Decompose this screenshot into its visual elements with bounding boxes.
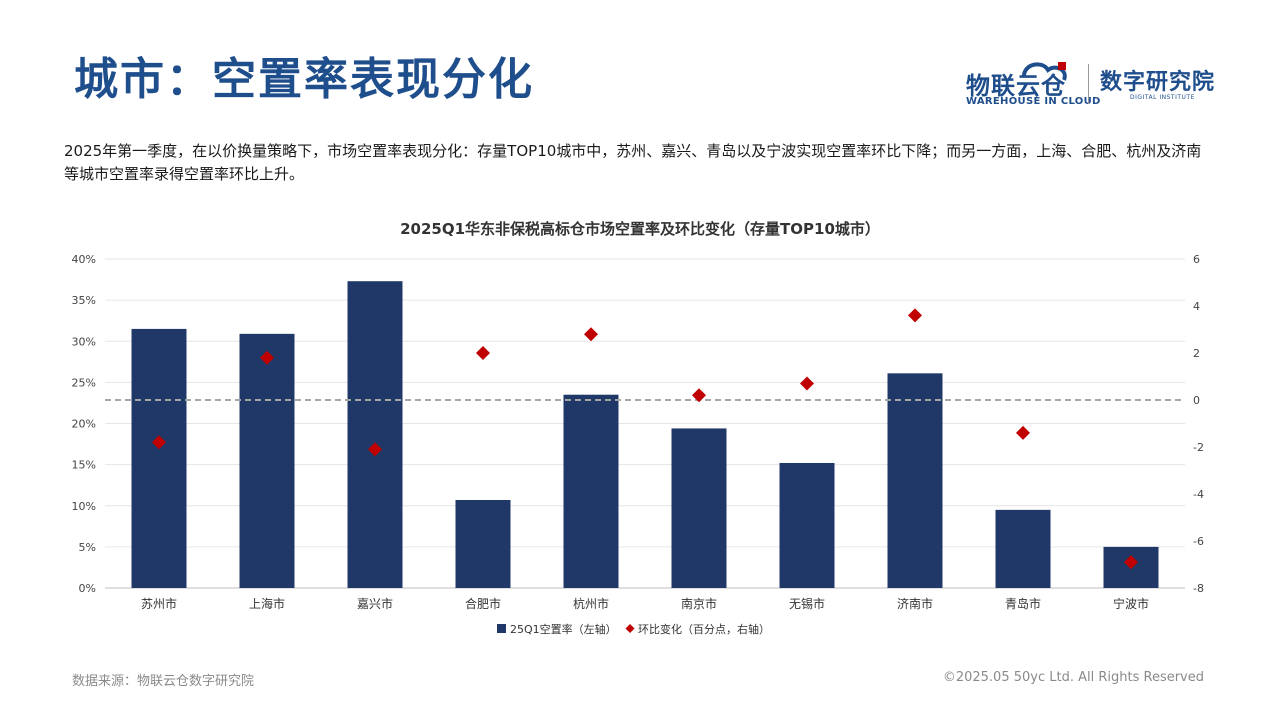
copyright-note: ©2025.05 50yc Ltd. All Rights Reserved xyxy=(942,670,1204,685)
y-left-tick-label: 15% xyxy=(72,459,96,472)
change-marker-4 xyxy=(476,346,490,360)
y-right-tick-label: 2 xyxy=(1193,347,1200,360)
change-marker-1 xyxy=(152,435,166,450)
y-left-tick-label: 0% xyxy=(79,582,96,595)
y-right-tick-label: -8 xyxy=(1193,582,1204,595)
bar-5 xyxy=(563,394,619,588)
data-source-note: 数据来源：物联云仓数字研究院 xyxy=(72,674,255,689)
legend-diamond-swatch xyxy=(625,624,635,633)
x-category-label: 杭州市 xyxy=(573,596,609,611)
y-right-tick-label: -2 xyxy=(1193,441,1204,454)
y-left-tick-label: 25% xyxy=(72,376,96,389)
brand-logos: 物联云仓 WAREHOUSE IN CLOUD 数字研究院 DIGITAL IN… xyxy=(962,50,1224,110)
x-category-label: 青岛市 xyxy=(1005,596,1041,611)
legend-diamond-label: 环比变化（百分点，右轴） xyxy=(638,622,770,636)
y-right-tick-label: -4 xyxy=(1193,488,1204,501)
bar-2 xyxy=(239,333,295,588)
y-left-tick-label: 20% xyxy=(72,418,96,431)
change-marker-9 xyxy=(1016,425,1030,440)
y-left-tick-label: 5% xyxy=(79,541,96,554)
bar-6 xyxy=(671,428,727,588)
y-right-tick-label: 6 xyxy=(1193,253,1200,266)
bar-9 xyxy=(995,509,1051,588)
y-right-tick-label: 0 xyxy=(1193,394,1200,407)
change-marker-2 xyxy=(260,350,274,365)
change-marker-3 xyxy=(368,442,382,457)
legend-bar-swatch xyxy=(497,624,506,633)
bar-3 xyxy=(347,281,403,588)
logo1-subtext: WAREHOUSE IN CLOUD xyxy=(966,96,1101,107)
y-left-tick-label: 40% xyxy=(72,253,96,266)
change-marker-6 xyxy=(692,388,706,403)
cloud-icon xyxy=(1022,62,1067,81)
y-left-tick-label: 10% xyxy=(72,500,96,513)
y-right-tick-label: -6 xyxy=(1193,535,1204,548)
logo2-subtext: DIGITAL INSTITUTE xyxy=(1130,94,1195,101)
digital-institute-logo: 数字研究院 DIGITAL INSTITUTE xyxy=(1100,64,1220,106)
vacancy-rate-chart: 0% 5% 10% 15% 20% 25% 30% 35% 40% -8 -6 -4 -2 0 2 4 6 苏州市… xyxy=(72,253,1204,636)
x-category-label: 无锡市 xyxy=(789,596,825,611)
bar-1 xyxy=(131,328,187,588)
bar-8 xyxy=(887,373,943,588)
y-left-tick-label: 30% xyxy=(72,335,96,348)
x-category-label: 苏州市 xyxy=(141,596,177,611)
change-marker-8 xyxy=(908,308,922,323)
x-category-label: 合肥市 xyxy=(465,596,501,611)
logo1-text: 物联云仓 xyxy=(966,72,1066,100)
x-category-label: 南京市 xyxy=(681,596,717,611)
x-category-label: 宁波市 xyxy=(1113,596,1149,611)
y-right-tick-label: 4 xyxy=(1193,300,1200,313)
warehouse-in-cloud-logo: 物联云仓 WAREHOUSE IN CLOUD xyxy=(962,56,1100,110)
x-category-label: 嘉兴市 xyxy=(357,596,393,611)
x-category-label: 上海市 xyxy=(249,596,285,611)
bar-4 xyxy=(455,499,511,588)
change-marker-7 xyxy=(800,376,814,391)
change-marker-10 xyxy=(1124,555,1138,570)
legend-bar-label: 25Q1空置率（左轴） xyxy=(510,622,617,636)
page-title: 城市：空置率表现分化 xyxy=(74,54,534,105)
logo2-text: 数字研究院 xyxy=(1100,70,1216,95)
logo-divider xyxy=(1088,64,1089,104)
bar-7 xyxy=(779,462,835,588)
y-left-tick-label: 35% xyxy=(72,294,96,307)
chart-title: 2025Q1华东非保税高标仓市场空置率及环比变化（存量TOP10城市） xyxy=(400,220,880,238)
change-marker-5 xyxy=(584,327,598,342)
x-category-label: 济南市 xyxy=(897,596,933,611)
summary-paragraph: 2025年第一季度，在以价换量策略下，市场空置率表现分化：存量TOP10城市中，… xyxy=(64,142,1202,183)
